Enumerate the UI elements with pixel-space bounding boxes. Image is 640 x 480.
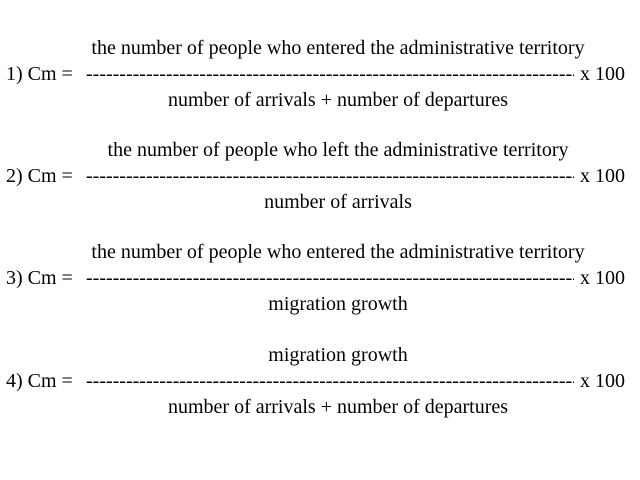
formula-3-fraction-line: ----------------------------------------… [86, 267, 574, 289]
formula-3-denominator: migration growth [268, 293, 408, 315]
formula-option-2: the number of people who left the admini… [0, 138, 640, 228]
formula-4-numerator: migration growth [268, 344, 408, 366]
formula-4-fraction-line: ----------------------------------------… [86, 370, 574, 392]
formula-3-label: 3) Cm = [6, 267, 73, 289]
formula-1-fraction-line: ----------------------------------------… [86, 63, 574, 85]
formula-2-numerator: the number of people who left the admini… [107, 139, 569, 161]
formula-1-numerator: the number of people who entered the adm… [91, 37, 585, 59]
formula-4-denominator: number of arrivals + number of departure… [167, 396, 509, 418]
formula-2-label: 2) Cm = [6, 165, 73, 187]
formula-2-fraction-line: ----------------------------------------… [86, 165, 574, 187]
formula-option-3: the number of people who entered the adm… [0, 240, 640, 330]
formula-1-label: 1) Cm = [6, 63, 73, 85]
formula-1-multiplier: x 100 [580, 63, 625, 85]
formula-1-denominator: number of arrivals + number of departure… [167, 89, 509, 111]
formula-2-denominator: number of arrivals [264, 191, 412, 213]
formula-4-multiplier: x 100 [580, 370, 625, 392]
formula-2-multiplier: x 100 [580, 165, 625, 187]
formula-3-multiplier: x 100 [580, 267, 625, 289]
formula-option-1: the number of people who entered the adm… [0, 36, 640, 126]
formula-4-label: 4) Cm = [6, 370, 73, 392]
formula-3-numerator: the number of people who entered the adm… [91, 241, 585, 263]
formula-option-4: migration growth 4) Cm = ---------------… [0, 343, 640, 433]
